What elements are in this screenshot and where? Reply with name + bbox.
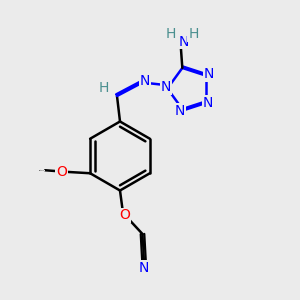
Text: H: H	[98, 82, 109, 95]
Text: H: H	[188, 27, 199, 41]
Text: H: H	[165, 27, 175, 41]
Text: N: N	[175, 103, 185, 118]
Text: N: N	[204, 67, 214, 81]
Text: N: N	[139, 261, 149, 274]
Text: methoxy: methoxy	[39, 169, 45, 171]
Text: N: N	[140, 74, 150, 88]
Text: O: O	[56, 165, 67, 179]
Text: N: N	[161, 80, 171, 94]
Text: N: N	[178, 34, 189, 49]
Text: N: N	[203, 96, 213, 110]
Text: O: O	[119, 208, 130, 222]
